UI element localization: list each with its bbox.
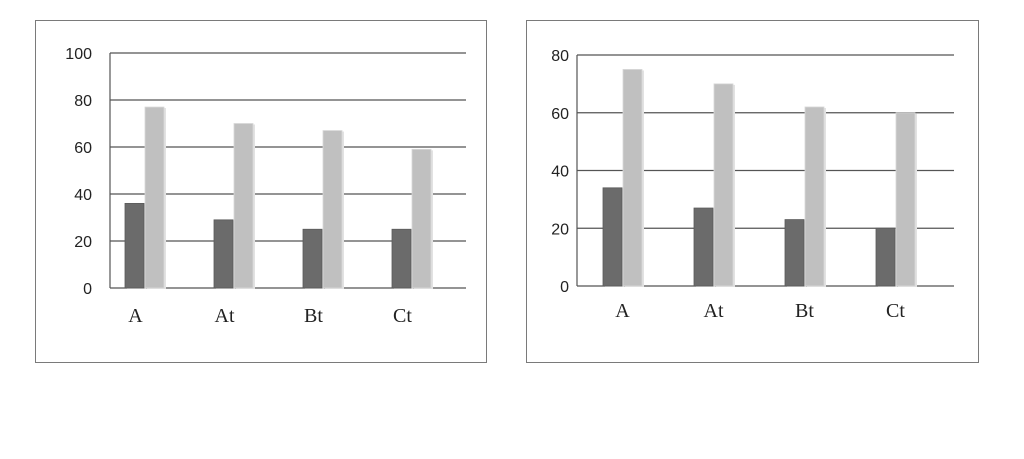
chart-panel-left: 0 20 40 60 80 100 A At Bt Ct	[35, 20, 487, 363]
x-tick-label: A	[615, 300, 630, 322]
y-tick-label: 40	[551, 164, 569, 181]
x-tick-label: At	[704, 300, 724, 322]
bar	[124, 202, 145, 289]
bar	[784, 219, 805, 287]
bar	[213, 219, 234, 289]
y-tick-label: 40	[74, 187, 92, 204]
y-tick-label: 80	[551, 48, 569, 65]
x-tick-label: At	[215, 305, 235, 327]
y-tick-label: 20	[551, 221, 569, 238]
bar	[804, 106, 825, 287]
y-tick-label: 100	[65, 46, 92, 63]
y-tick-label: 0	[560, 279, 569, 296]
y-tick-label: 60	[551, 106, 569, 123]
bar	[895, 112, 916, 287]
y-tick-label: 60	[74, 140, 92, 157]
bar	[391, 228, 412, 289]
x-tick-label: A	[128, 305, 143, 327]
x-tick-label: Bt	[795, 300, 814, 322]
bar	[302, 228, 323, 289]
y-tick-label: 20	[74, 234, 92, 251]
bar	[233, 123, 254, 289]
y-tick-label: 80	[74, 93, 92, 110]
bar-chart-left: 0 20 40 60 80 100 A At Bt Ct	[65, 46, 466, 327]
x-tick-label: Bt	[304, 305, 323, 327]
bar	[411, 148, 432, 289]
bar	[322, 130, 343, 289]
x-tick-label: Ct	[393, 305, 412, 327]
bar	[713, 83, 734, 287]
bar	[875, 227, 896, 287]
bar	[622, 69, 643, 287]
bar	[602, 187, 623, 287]
bar-chart-right: 0 20 40 60 80 A At Bt Ct	[551, 48, 954, 322]
chart-panel-right: 0 20 40 60 80 A At Bt Ct	[526, 20, 979, 363]
x-tick-label: Ct	[886, 300, 905, 322]
y-tick-label: 0	[83, 281, 92, 298]
bar	[144, 106, 165, 289]
bar	[693, 207, 714, 287]
